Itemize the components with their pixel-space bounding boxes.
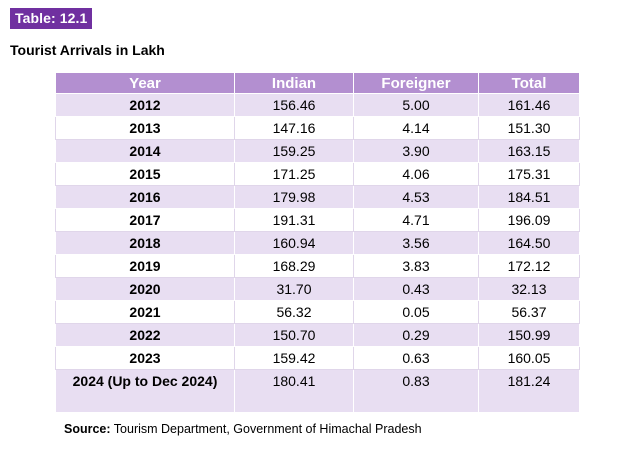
total-cell: 181.24: [478, 369, 580, 413]
source-label: Source:: [64, 422, 111, 436]
year-cell: 2018: [55, 231, 235, 255]
foreigner-cell: 3.83: [353, 254, 479, 278]
total-cell: 196.09: [478, 208, 580, 232]
indian-cell: 31.70: [234, 277, 354, 301]
indian-cell: 56.32: [234, 300, 354, 324]
table-row: 2013 147.16 4.14 151.30: [55, 116, 580, 140]
column-header-indian: Indian: [234, 73, 354, 94]
indian-cell: 150.70: [234, 323, 354, 347]
indian-cell: 171.25: [234, 162, 354, 186]
year-cell: 2021: [55, 300, 235, 324]
year-cell: 2015: [55, 162, 235, 186]
total-cell: 161.46: [478, 93, 580, 117]
table-row: 2012 156.46 5.00 161.46: [55, 93, 580, 117]
foreigner-cell: 4.06: [353, 162, 479, 186]
table-body: 2012 156.46 5.00 161.46 2013 147.16 4.14 151.30…: [55, 93, 580, 413]
table-row: 2018 160.94 3.56 164.50: [55, 231, 580, 255]
foreigner-cell: 4.14: [353, 116, 479, 140]
column-header-foreigner: Foreigner: [353, 73, 479, 94]
table-row: 2015 171.25 4.06 175.31: [55, 162, 580, 186]
source-note: Source: Tourism Department, Government o…: [64, 422, 422, 436]
foreigner-cell: 0.63: [353, 346, 479, 370]
indian-cell: 156.46: [234, 93, 354, 117]
table-title: Tourist Arrivals in Lakh: [10, 42, 165, 58]
year-cell: 2019: [55, 254, 235, 278]
total-cell: 150.99: [478, 323, 580, 347]
table-row: 2016 179.98 4.53 184.51: [55, 185, 580, 209]
total-cell: 160.05: [478, 346, 580, 370]
year-cell: 2016: [55, 185, 235, 209]
total-cell: 32.13: [478, 277, 580, 301]
indian-cell: 191.31: [234, 208, 354, 232]
year-cell: 2023: [55, 346, 235, 370]
total-cell: 151.30: [478, 116, 580, 140]
year-cell: 2017: [55, 208, 235, 232]
total-cell: 56.37: [478, 300, 580, 324]
table-row: 2023 159.42 0.63 160.05: [55, 346, 580, 370]
year-cell: 2022: [55, 323, 235, 347]
total-cell: 184.51: [478, 185, 580, 209]
indian-cell: 159.42: [234, 346, 354, 370]
table-row: 2024 (Up to Dec 2024) 180.41 0.83 181.24: [55, 369, 580, 413]
indian-cell: 180.41: [234, 369, 354, 413]
total-cell: 163.15: [478, 139, 580, 163]
indian-cell: 159.25: [234, 139, 354, 163]
table-row: 2019 168.29 3.83 172.12: [55, 254, 580, 278]
foreigner-cell: 0.05: [353, 300, 479, 324]
foreigner-cell: 5.00: [353, 93, 479, 117]
table-row: 2022 150.70 0.29 150.99: [55, 323, 580, 347]
indian-cell: 179.98: [234, 185, 354, 209]
table-row: 2020 31.70 0.43 32.13: [55, 277, 580, 301]
year-cell: 2014: [55, 139, 235, 163]
foreigner-cell: 3.90: [353, 139, 479, 163]
year-cell: 2020: [55, 277, 235, 301]
total-cell: 175.31: [478, 162, 580, 186]
indian-cell: 168.29: [234, 254, 354, 278]
foreigner-cell: 4.71: [353, 208, 479, 232]
table-row: 2014 159.25 3.90 163.15: [55, 139, 580, 163]
indian-cell: 147.16: [234, 116, 354, 140]
column-header-total: Total: [478, 73, 580, 94]
foreigner-cell: 0.29: [353, 323, 479, 347]
year-cell: 2013: [55, 116, 235, 140]
foreigner-cell: 4.53: [353, 185, 479, 209]
table-number-badge: Table: 12.1: [10, 8, 93, 29]
table-row: 2021 56.32 0.05 56.37: [55, 300, 580, 324]
column-header-year: Year: [55, 73, 235, 94]
source-text: Tourism Department, Government of Himach…: [110, 422, 422, 436]
year-cell: 2012: [55, 93, 235, 117]
foreigner-cell: 0.83: [353, 369, 479, 413]
table-header-row: Year Indian Foreigner Total: [55, 73, 580, 94]
table-row: 2017 191.31 4.71 196.09: [55, 208, 580, 232]
year-cell: 2024 (Up to Dec 2024): [55, 369, 235, 413]
total-cell: 164.50: [478, 231, 580, 255]
indian-cell: 160.94: [234, 231, 354, 255]
foreigner-cell: 0.43: [353, 277, 479, 301]
foreigner-cell: 3.56: [353, 231, 479, 255]
total-cell: 172.12: [478, 254, 580, 278]
tourist-arrivals-table: Year Indian Foreigner Total 2012 156.46 5.…: [55, 73, 580, 413]
